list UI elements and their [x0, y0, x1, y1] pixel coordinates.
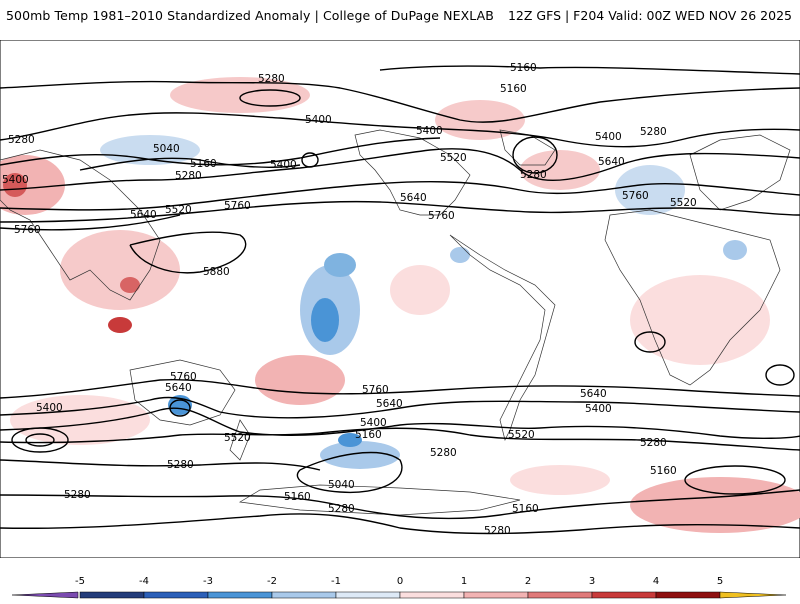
contour-label: 5040: [153, 143, 180, 155]
contour-label: 5040: [328, 479, 355, 491]
contour-label: 5280: [640, 437, 667, 449]
colorbar-over-arrow: [719, 591, 787, 599]
height-contours: [0, 65, 800, 535]
contour-label: 5640: [598, 156, 625, 168]
contour-label: 5760: [428, 210, 455, 222]
colorbar-tick-label: -2: [267, 576, 277, 587]
contour-label: 5280: [640, 126, 667, 138]
colorbar-swatch: [591, 591, 657, 599]
colorbar: -5 -4 -3 -2 -1 0 1 2 3 4 5: [0, 570, 800, 600]
colorbar-swatches: [11, 591, 787, 599]
colorbar-swatch: [143, 591, 209, 599]
anomaly-map: 5280 5160 5160 5400 5400 5400 5280 5040 …: [0, 40, 800, 558]
contour-label: 5520: [224, 432, 251, 444]
contour-label: 5160: [650, 465, 677, 477]
contour-label: 5280: [175, 170, 202, 182]
contour-label: 5160: [500, 83, 527, 95]
contour-label: 5400: [416, 125, 443, 137]
contour-label: 5280: [430, 447, 457, 459]
colorbar-tick-label: -4: [139, 576, 149, 587]
colorbar-under-arrow: [11, 591, 79, 599]
contour-label: 5640: [130, 209, 157, 221]
colorbar-tick-label: -5: [75, 576, 85, 587]
contour-label: 5400: [2, 174, 29, 186]
contour-label: 5400: [305, 114, 332, 126]
contour-label: 5760: [622, 190, 649, 202]
contour-label: 5280: [258, 73, 285, 85]
colorbar-tick-label: 3: [589, 576, 595, 587]
contour-label: 5760: [14, 224, 41, 236]
contour-label: 5520: [440, 152, 467, 164]
colorbar-tick-label: -3: [203, 576, 213, 587]
contour-label: 5640: [400, 192, 427, 204]
map-canvas: 5280 5160 5160 5400 5400 5400 5280 5040 …: [0, 40, 800, 558]
contour-label: 5880: [203, 266, 230, 278]
colorbar-tick-label: 1: [461, 576, 467, 587]
contour-label: 5760: [362, 384, 389, 396]
colorbar-tick-label: 2: [525, 576, 531, 587]
header: 500mb Temp 1981–2010 Standardized Anomal…: [0, 0, 800, 30]
colorbar-tick-label: 5: [717, 576, 723, 587]
coastlines: [0, 129, 791, 516]
colorbar-swatch: [399, 591, 465, 599]
contour-label: 5400: [270, 159, 297, 171]
colorbar-swatch: [655, 591, 721, 599]
contour-label: 5160: [284, 491, 311, 503]
colorbar-tick-labels: -5 -4 -3 -2 -1 0 1 2 3 4 5: [75, 576, 723, 587]
contour-label: 5400: [595, 131, 622, 143]
colorbar-tick-label: -1: [331, 576, 341, 587]
colorbar-tick-label: 0: [397, 576, 403, 587]
colorbar-swatch: [527, 591, 593, 599]
contour-label: 5520: [508, 429, 535, 441]
contour-label: 5640: [165, 382, 192, 394]
contour-label: 5400: [585, 403, 612, 415]
colorbar-canvas: -5 -4 -3 -2 -1 0 1 2 3 4 5: [11, 576, 787, 599]
contour-label: 5520: [670, 197, 697, 209]
contour-label: 5160: [190, 158, 217, 170]
map-title: 500mb Temp 1981–2010 Standardized Anomal…: [6, 8, 494, 23]
run-valid-info: 12Z GFS | F204 Valid: 00Z WED NOV 26 202…: [507, 8, 792, 23]
colorbar-swatch: [207, 591, 273, 599]
anomaly-shading: [0, 77, 800, 533]
contour-label: 5280: [520, 169, 547, 181]
contour-label: 5520: [165, 204, 192, 216]
contour-label: 5160: [355, 429, 382, 441]
contour-label: 5280: [328, 503, 355, 515]
contour-label: 5400: [36, 402, 63, 414]
contour-label: 5640: [580, 388, 607, 400]
contour-label: 5280: [64, 489, 91, 501]
colorbar-swatch: [335, 591, 401, 599]
colorbar-tick-label: 4: [653, 576, 659, 587]
contour-label: 5280: [8, 134, 35, 146]
contour-label: 5760: [224, 200, 251, 212]
colorbar-swatch: [271, 591, 337, 599]
contour-label: 5160: [510, 62, 537, 74]
contour-label: 5280: [484, 525, 511, 537]
contour-labels: 5280 5160 5160 5400 5400 5400 5280 5040 …: [2, 62, 697, 537]
colorbar-swatch: [463, 591, 529, 599]
contour-label: 5400: [360, 417, 387, 429]
contour-label: 5160: [512, 503, 539, 515]
contour-label: 5280: [167, 459, 194, 471]
colorbar-swatch: [79, 591, 145, 599]
contour-label: 5640: [376, 398, 403, 410]
contour-label: 5760: [170, 371, 197, 383]
